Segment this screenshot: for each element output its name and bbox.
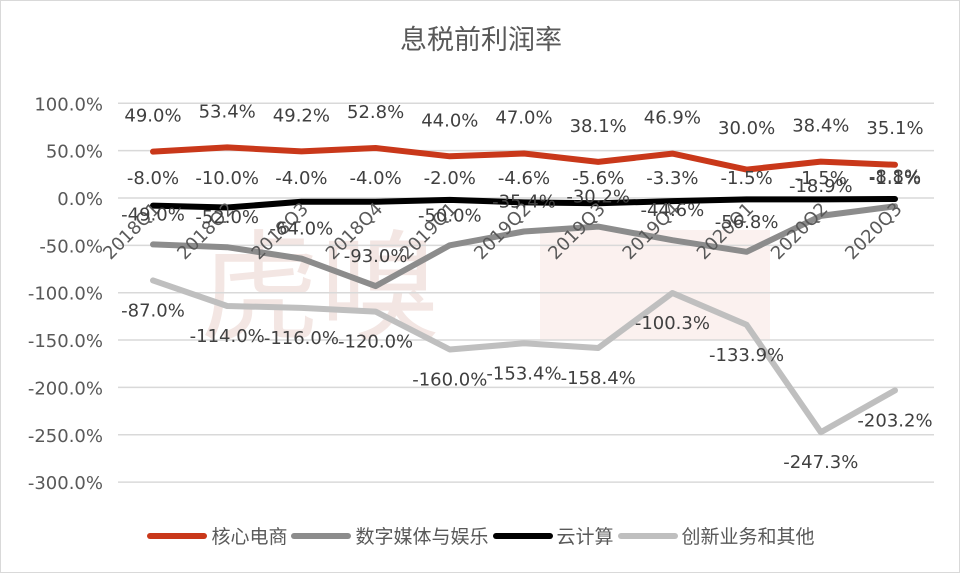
y-tick-label: -50.0% <box>39 236 103 257</box>
data-label: -1.5% <box>720 168 772 189</box>
data-label: -8.8% <box>869 166 921 187</box>
data-label: -4.0% <box>275 168 327 189</box>
data-label: -133.9% <box>709 345 784 366</box>
data-label: -116.0% <box>264 328 339 349</box>
data-label: -203.2% <box>857 410 932 431</box>
data-label: 49.2% <box>273 105 330 126</box>
data-label: -160.0% <box>412 370 487 391</box>
data-label: 38.4% <box>792 116 849 137</box>
legend-label: 核心电商 <box>211 526 288 548</box>
data-label: -35.4% <box>492 192 556 213</box>
data-label: -87.0% <box>121 300 185 321</box>
legend-item-core-ecommerce: 核心电商 <box>147 522 287 549</box>
chart-title: 息税前利润率 <box>400 25 562 56</box>
series-line <box>150 144 898 173</box>
y-tick-label: -150.0% <box>28 331 103 352</box>
data-label: 38.1% <box>570 116 627 137</box>
data-label: -1.1% <box>869 168 921 189</box>
y-tick-label: 100.0% <box>34 94 103 115</box>
data-label: -153.4% <box>486 363 561 384</box>
series-line <box>150 196 898 211</box>
data-label: -247.3% <box>783 452 858 473</box>
legend-label: 云计算 <box>556 526 614 548</box>
y-tick-label: 0.0% <box>57 189 103 210</box>
data-label: -100.3% <box>635 313 710 334</box>
legend-item-digital-media: 数字媒体与娱乐 <box>291 522 489 549</box>
data-label: -3.3% <box>646 168 698 189</box>
data-label: -18.9% <box>789 176 853 197</box>
data-label: 46.9% <box>644 108 701 129</box>
data-label: -8.0% <box>127 168 179 189</box>
data-label: -120.0% <box>338 332 413 353</box>
data-label: -10.0% <box>195 168 259 189</box>
data-label: -93.0% <box>344 246 408 267</box>
data-label: -4.0% <box>349 168 401 189</box>
data-label: -52.0% <box>195 207 259 228</box>
y-tick-label: -100.0% <box>28 284 103 305</box>
series-line <box>150 277 898 436</box>
data-label: 47.0% <box>495 107 552 128</box>
legend-swatch <box>147 532 208 539</box>
data-label: -49.0% <box>121 204 185 225</box>
y-tick-label: -300.0% <box>28 473 103 494</box>
data-label: -5.6% <box>572 168 624 189</box>
legend-swatch <box>617 532 678 539</box>
data-label: -30.2% <box>566 187 630 208</box>
data-label: 53.4% <box>199 101 256 122</box>
data-label: -158.4% <box>561 368 636 389</box>
y-tick-label: -200.0% <box>28 378 103 399</box>
data-label: 49.0% <box>124 106 181 127</box>
legend-swatch <box>492 532 553 539</box>
data-label: -56.8% <box>715 212 779 233</box>
data-label: -64.0% <box>270 219 334 240</box>
y-tick-label: 50.0% <box>46 142 103 163</box>
data-label: -1.5% <box>795 168 847 189</box>
data-label: -4.6% <box>498 168 550 189</box>
y-tick-label: -250.0% <box>28 426 103 447</box>
legend-item-innovation: 创新业务和其他 <box>617 522 815 549</box>
data-label: 30.0% <box>718 118 775 139</box>
data-label: 35.1% <box>866 118 923 139</box>
data-label: -2.0% <box>424 168 476 189</box>
data-label: 52.8% <box>347 102 404 123</box>
data-label: -114.0% <box>190 326 265 347</box>
watermark: 虎嗅 <box>200 220 440 359</box>
data-label: 44.0% <box>421 110 478 131</box>
data-label: -44.6% <box>641 200 705 221</box>
series-line <box>150 203 898 290</box>
legend-label: 数字媒体与娱乐 <box>355 526 489 548</box>
chart-legend: 核心电商 数字媒体与娱乐 云计算 创新业务和其他 <box>0 522 962 549</box>
data-label: -50.0% <box>418 205 482 226</box>
legend-swatch <box>291 532 352 539</box>
legend-label: 创新业务和其他 <box>681 526 815 548</box>
legend-item-cloud: 云计算 <box>492 522 614 549</box>
